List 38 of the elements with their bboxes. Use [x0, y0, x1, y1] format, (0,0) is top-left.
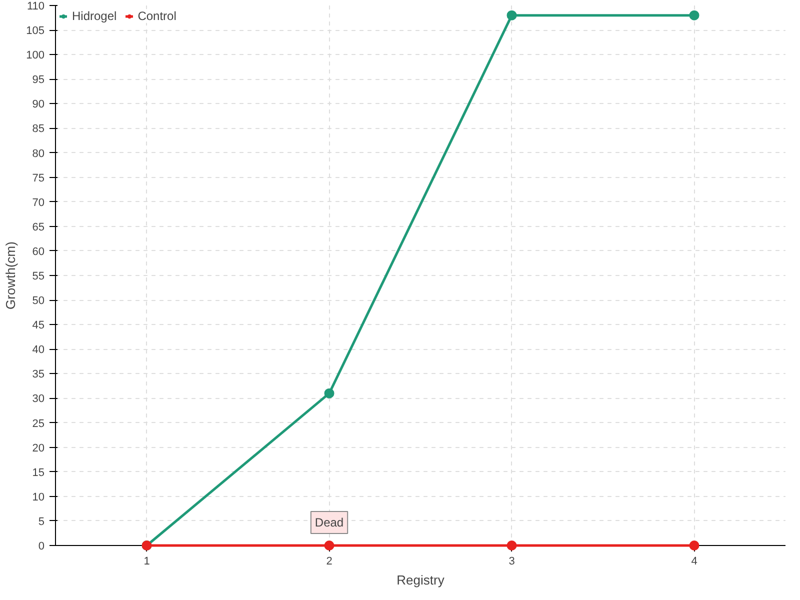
- legend-label: Control: [138, 9, 176, 23]
- y-tick-label: 50: [32, 295, 45, 308]
- y-tick-label: 105: [26, 25, 45, 38]
- y-tick-label: 65: [32, 221, 45, 234]
- y-tick-label: 30: [32, 393, 45, 406]
- y-tick-label: 80: [32, 148, 45, 160]
- y-tick-label: 60: [32, 246, 45, 258]
- point: [689, 540, 700, 550]
- y-tick-label: 10: [32, 491, 45, 504]
- y-tick-label: 45: [32, 320, 45, 332]
- y-tick-label: 25: [32, 418, 45, 430]
- point: [506, 540, 517, 550]
- y-tick-label: 5: [38, 516, 45, 528]
- y-tick-label: 75: [32, 172, 45, 184]
- legend-label: Hidrogel: [72, 9, 117, 23]
- y-tick-label: 55: [32, 270, 45, 282]
- point: [324, 388, 334, 398]
- x-axis-title: Registry: [396, 572, 445, 588]
- point: [689, 10, 700, 20]
- y-tick-label: 15: [32, 466, 45, 479]
- point: [324, 540, 334, 550]
- y-tick-label: 35: [32, 368, 45, 381]
- x-tick-label: 2: [326, 556, 332, 568]
- y-tick-label: 0: [38, 540, 45, 552]
- y-axis-title: Growth(cm): [3, 242, 18, 310]
- x-tick-label: 3: [508, 556, 515, 568]
- y-tick-label: 100: [26, 50, 45, 62]
- point: [506, 10, 517, 20]
- x-tick-label: 1: [144, 556, 150, 568]
- y-tick-label: 70: [32, 196, 45, 209]
- y-tick-label: 90: [32, 98, 45, 111]
- y-tick-label: 20: [32, 442, 45, 454]
- y-tick-label: 85: [32, 123, 45, 136]
- annotation: Dead: [314, 516, 344, 530]
- y-tick-label: 95: [32, 74, 45, 86]
- y-tick-label: 40: [32, 344, 45, 356]
- y-tick-label: 110: [26, 0, 45, 12]
- x-tick-label: 4: [691, 556, 698, 568]
